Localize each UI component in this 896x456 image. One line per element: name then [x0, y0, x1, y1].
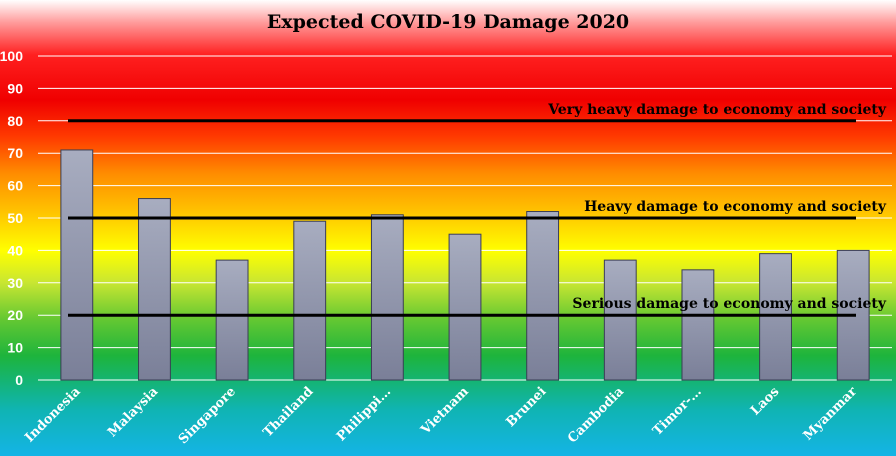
- bar: [60, 149, 94, 381]
- bar: [293, 220, 327, 381]
- y-tick-label: 90: [7, 80, 23, 96]
- bar: [603, 259, 637, 381]
- chart-title: Expected COVID-19 Damage 2020: [267, 11, 629, 33]
- x-tick-label: Malaysia: [105, 384, 162, 441]
- reference-line-label: Very heavy damage to economy and society: [547, 102, 887, 118]
- bar: [526, 211, 560, 381]
- y-tick-label: 20: [7, 307, 23, 323]
- x-tick-label: Singapore: [176, 384, 239, 447]
- x-tick-label: Indonesia: [22, 384, 84, 446]
- y-tick-label: 50: [7, 210, 23, 226]
- reference-line-label: Heavy damage to economy and society: [584, 199, 887, 215]
- x-tick-label: Philippi…: [334, 384, 394, 444]
- x-tick-label: Thailand: [260, 384, 316, 440]
- reference-line-label: Serious damage to economy and society: [572, 296, 886, 312]
- y-tick-label: 80: [7, 113, 23, 129]
- x-tick-label: Vietnam: [418, 384, 472, 438]
- y-tick-label: 30: [7, 275, 23, 291]
- y-tick-label: 70: [7, 145, 23, 161]
- x-tick-label: Laos: [748, 384, 782, 418]
- x-tick-label: Cambodia: [565, 384, 627, 446]
- x-tick-label: Myanmar: [801, 384, 860, 443]
- x-axis-ticks: Indonesia Malaysia Singapore Thailand Philip…: [22, 384, 860, 447]
- reference-lines: Very heavy damage to economy and society…: [68, 102, 887, 317]
- y-tick-label: 100: [0, 48, 23, 64]
- bar: [370, 214, 404, 381]
- y-tick-label: 10: [7, 340, 23, 356]
- y-tick-label: 40: [7, 242, 23, 258]
- bar: [448, 233, 482, 381]
- x-tick-label: Brunei: [504, 384, 550, 430]
- bars: [60, 149, 870, 381]
- bar: [215, 259, 249, 381]
- bar: [759, 253, 792, 381]
- bar: [681, 269, 715, 381]
- y-tick-label: 0: [15, 372, 23, 388]
- bar: [138, 198, 171, 381]
- y-axis-ticks: 0 10 20 30 40 50 60 70 80 90 100: [0, 48, 23, 388]
- x-tick-label: Timor-…: [650, 384, 705, 439]
- y-tick-label: 60: [7, 178, 23, 194]
